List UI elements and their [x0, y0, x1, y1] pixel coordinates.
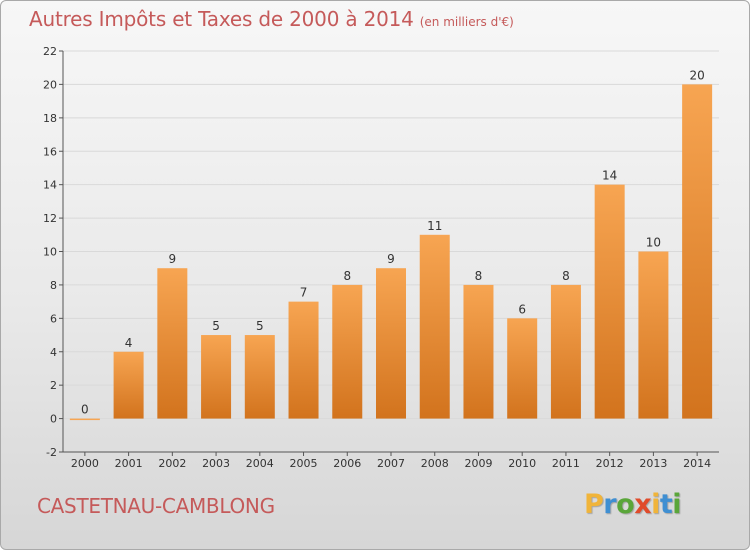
logo-letter: P — [584, 489, 604, 520]
x-tick-label-2013: 2013 — [639, 457, 667, 470]
y-tick-label: 0 — [50, 413, 57, 426]
logo-letter: t — [659, 489, 673, 520]
y-tick-label: 2 — [50, 379, 57, 392]
x-tick-label-2006: 2006 — [333, 457, 361, 470]
y-tick-label: 6 — [50, 312, 57, 325]
y-tick-label: 14 — [43, 179, 57, 192]
x-tick-label-2003: 2003 — [202, 457, 230, 470]
y-tick-label: 8 — [50, 279, 57, 292]
logo-letter: i — [672, 489, 682, 520]
value-label-2006: 8 — [343, 269, 351, 283]
x-tick-label-2010: 2010 — [508, 457, 536, 470]
x-tick-label-2012: 2012 — [596, 457, 624, 470]
value-label-2004: 5 — [256, 319, 264, 333]
value-label-2003: 5 — [212, 319, 220, 333]
y-tick-label: 18 — [43, 112, 57, 125]
value-label-2009: 8 — [475, 269, 483, 283]
logo-letter: o — [616, 489, 635, 520]
logo-letter: x — [634, 489, 652, 520]
value-label-2014: 20 — [689, 68, 704, 82]
value-label-2005: 7 — [300, 286, 308, 300]
y-tick-label: 16 — [43, 145, 57, 158]
bars — [69, 84, 713, 421]
logo-letter: r — [603, 489, 617, 520]
x-tick-label-2009: 2009 — [464, 457, 492, 470]
x-tick-label-2001: 2001 — [115, 457, 143, 470]
bar-2002 — [157, 268, 188, 419]
logo-letter: i — [651, 489, 660, 520]
bar-2010 — [507, 318, 538, 419]
x-tick-label-2008: 2008 — [421, 457, 449, 470]
y-tick-label: 22 — [43, 45, 57, 58]
chart-subtitle: (en milliers d'€) — [419, 15, 514, 29]
chart-title: Autres Impôts et Taxes de 2000 à 2014 — [29, 7, 414, 31]
y-tick-label: 20 — [43, 78, 57, 91]
x-tick-label-2004: 2004 — [246, 457, 274, 470]
bar-2003 — [201, 335, 232, 419]
y-tick-label: 10 — [43, 246, 57, 259]
bar-2004 — [244, 335, 275, 419]
bar-2001 — [113, 351, 144, 419]
commune-name: CASTETNAU-CAMBLONG — [37, 494, 275, 518]
y-tick-label: -2 — [46, 446, 57, 459]
value-label-2002: 9 — [169, 252, 177, 266]
value-label-2007: 9 — [387, 252, 395, 266]
bar-2011 — [550, 284, 581, 419]
proxiti-logo: Proxiti — [584, 489, 682, 520]
y-tick-label: 12 — [43, 212, 57, 225]
x-tick-label-2011: 2011 — [552, 457, 580, 470]
value-label-2013: 10 — [646, 236, 661, 250]
bar-2013 — [638, 251, 669, 419]
bar-2008 — [419, 234, 450, 419]
x-tick-label-2000: 2000 — [71, 457, 99, 470]
x-tick-label-2005: 2005 — [290, 457, 318, 470]
bar-2000 — [69, 418, 100, 421]
bar-2014 — [682, 84, 713, 419]
bar-2006 — [332, 284, 363, 419]
value-label-2010: 6 — [518, 302, 526, 316]
x-tick-label-2007: 2007 — [377, 457, 405, 470]
value-label-2008: 11 — [427, 219, 442, 233]
x-tick-label-2014: 2014 — [683, 457, 711, 470]
bar-2009 — [463, 284, 494, 419]
bar-2005 — [288, 301, 319, 419]
axes: -2 0 2 4 6 8 10 12 14 16 18 20 22 — [43, 45, 719, 459]
value-label-2001: 4 — [125, 336, 133, 350]
value-label-2012: 14 — [602, 169, 617, 183]
labels: 0 2000 4 2001 9 2002 5 2003 5 2004 7 2005 8 2006 9 2007… — [71, 68, 711, 470]
bar-2007 — [376, 268, 406, 419]
chart-title-block: Autres Impôts et Taxes de 2000 à 2014 (en… — [29, 7, 514, 31]
bar-2012 — [594, 184, 625, 419]
value-label-2000: 0 — [81, 403, 89, 417]
value-label-2011: 8 — [562, 269, 570, 283]
x-tick-label-2002: 2002 — [158, 457, 186, 470]
y-tick-label: 4 — [50, 346, 57, 359]
